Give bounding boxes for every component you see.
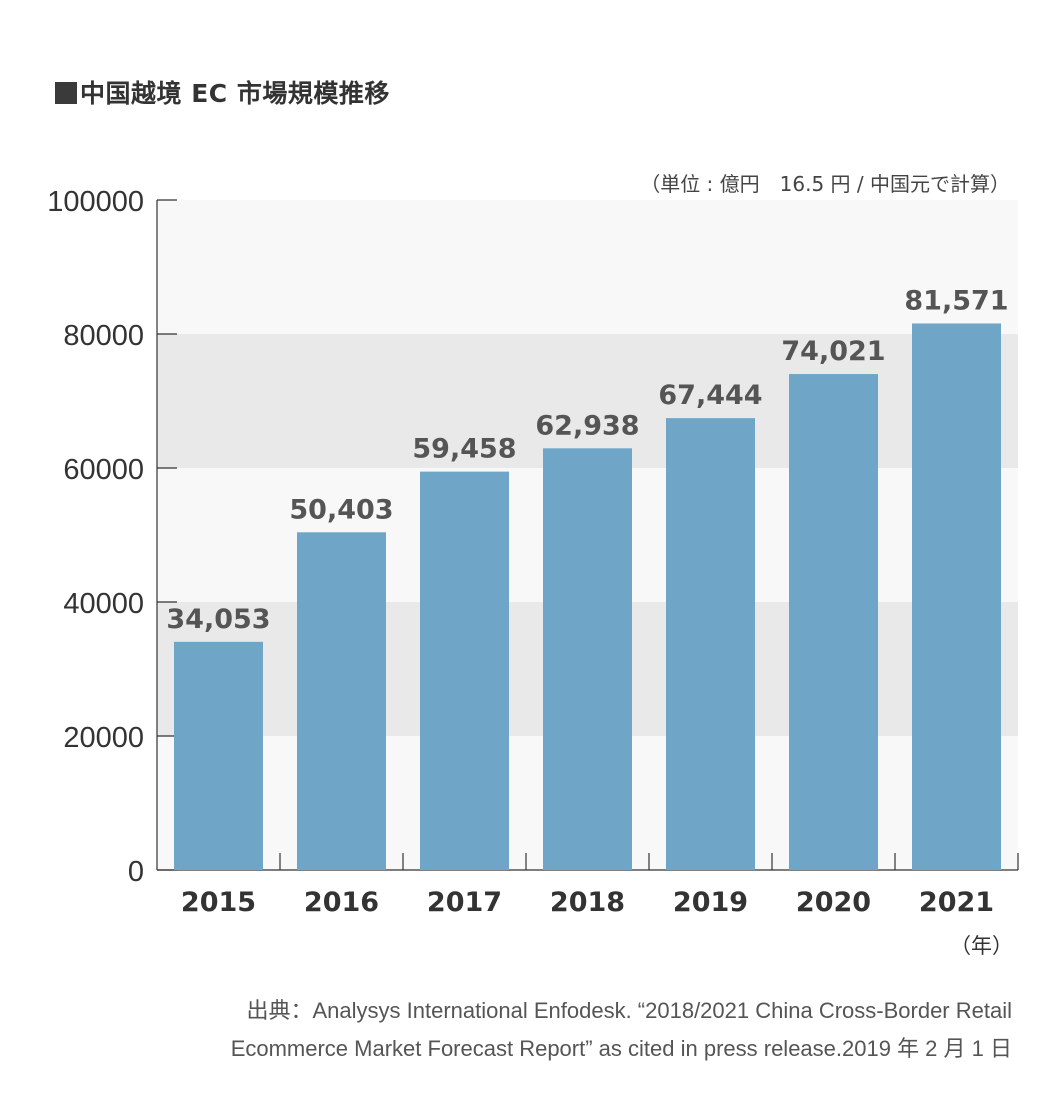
x-tick-label: 2020 <box>796 887 871 918</box>
bar <box>789 374 878 870</box>
x-tick-label: 2016 <box>304 887 379 918</box>
source-line-2: Ecommerce Market Forecast Report” as cit… <box>230 1036 1012 1061</box>
chart-title: 中国越境 EC 市場規模推移 <box>55 74 390 110</box>
bar-value-label: 34,053 <box>166 604 270 635</box>
y-tick-label: 60000 <box>63 454 144 486</box>
bar-value-label: 74,021 <box>781 336 885 367</box>
bar-value-label: 81,571 <box>904 285 1008 316</box>
x-tick-label: 2019 <box>673 887 748 918</box>
x-tick-label: 2015 <box>181 887 256 918</box>
title-square-icon <box>55 82 77 104</box>
bar-value-label: 62,938 <box>535 410 639 441</box>
x-axis-unit-label: （年） <box>950 934 1013 958</box>
y-tick-label: 0 <box>128 856 144 888</box>
bar-value-label: 59,458 <box>412 434 516 465</box>
x-tick-label: 2017 <box>427 887 502 918</box>
bar-value-label: 67,444 <box>658 380 762 411</box>
source-citation: 出典：Analysys International Enfodesk. “201… <box>82 992 1012 1068</box>
x-tick-label: 2018 <box>550 887 625 918</box>
y-tick-label: 100000 <box>47 186 144 218</box>
chart-title-text: 中国越境 EC 市場規模推移 <box>80 79 390 108</box>
y-tick-label: 80000 <box>63 320 144 352</box>
source-line-1: 出典：Analysys International Enfodesk. “201… <box>246 998 1013 1023</box>
bar <box>912 323 1001 870</box>
bar <box>297 532 386 870</box>
bar <box>666 418 755 870</box>
y-tick-label: 20000 <box>63 722 144 754</box>
grid-band <box>157 334 1018 468</box>
x-tick-label: 2021 <box>919 887 994 918</box>
grid-band <box>157 200 1018 334</box>
y-tick-label: 40000 <box>63 588 144 620</box>
bar <box>420 471 509 870</box>
bar <box>174 641 263 870</box>
bar-value-label: 50,403 <box>289 494 393 525</box>
bar-chart: 0 20000 40000 60000 80000 100000 34,053 2015 50,… <box>47 186 1019 918</box>
bar <box>543 448 632 870</box>
unit-note: （単位 : 億円 16.5 円 / 中国元で計算） <box>640 172 1010 196</box>
